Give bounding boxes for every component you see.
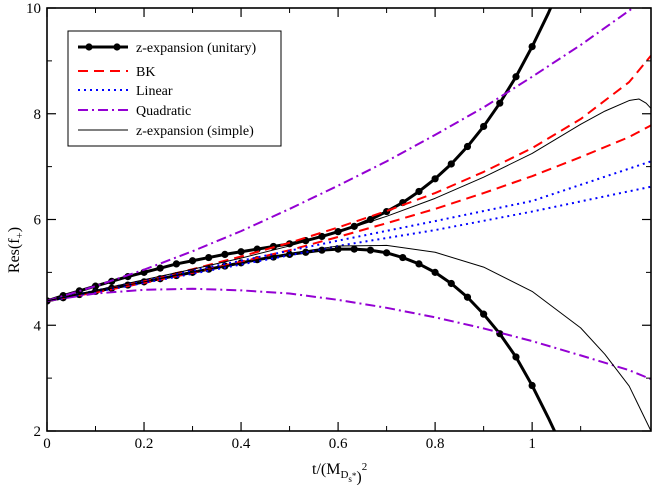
series-marker-1: [383, 249, 391, 257]
series-marker-0: [156, 264, 164, 272]
series-line-4: [47, 160, 651, 302]
series-marker-1: [415, 260, 423, 268]
y-tick-label: 8: [34, 107, 42, 123]
series-line-6: [47, 8, 635, 302]
legend-entry-quadratic: Quadratic: [78, 104, 191, 119]
series-line-8: [47, 98, 651, 302]
series-marker-0: [496, 99, 504, 107]
x-tick-label: 0.8: [426, 436, 445, 452]
series-marker-0: [237, 248, 245, 256]
legend-entry-bk: BK: [78, 65, 155, 80]
series-marker-1: [334, 245, 342, 253]
legend-marker-z-unitary: [85, 43, 93, 51]
series-line-1: [47, 247, 557, 431]
x-axis-title: t/(MDs*)2: [312, 461, 367, 485]
series-marker-0: [463, 142, 472, 151]
series-line-9: [47, 244, 651, 431]
series-marker-0: [528, 43, 536, 51]
legend-entry-z-simple: z-expansion (simple): [78, 124, 254, 139]
series-marker-1: [480, 310, 488, 318]
y-tick-label: 4: [34, 318, 42, 334]
legend-label-z-unitary: z-expansion (unitary): [136, 41, 256, 56]
series-line-5: [47, 185, 651, 302]
legend-label-quadratic: Quadratic: [136, 104, 191, 119]
x-tick-label: 0.6: [329, 436, 348, 452]
y-tick-label: 2: [34, 424, 42, 440]
x-tick-label: 0.2: [135, 436, 154, 452]
series-marker-0: [415, 187, 423, 196]
series-layer: [47, 8, 651, 431]
x-tick-label: 1: [528, 436, 536, 452]
legend-label-linear: Linear: [136, 84, 173, 99]
legend-label-z-simple: z-expansion (simple): [136, 124, 254, 139]
series-marker-0: [512, 73, 520, 81]
series-marker-0: [188, 257, 197, 265]
series-marker-1: [447, 279, 455, 288]
series-marker-0: [334, 228, 342, 236]
series-marker-0: [91, 282, 100, 290]
series-marker-0: [172, 260, 180, 268]
x-tick-label: 0: [43, 436, 51, 452]
series-marker-0: [447, 160, 455, 168]
y-axis-title: Res(f+): [6, 227, 26, 273]
series-line-7: [47, 287, 651, 381]
series-marker-1: [431, 268, 439, 276]
legend-label-bk: BK: [136, 65, 155, 80]
legend-entry-linear: Linear: [78, 84, 173, 99]
series-line-3: [47, 124, 651, 302]
series-marker-1: [399, 253, 407, 262]
series-marker-0: [140, 268, 148, 276]
series-marker-1: [366, 246, 375, 254]
series-marker-1: [463, 293, 472, 301]
series-marker-0: [480, 122, 488, 131]
series-marker-0: [431, 175, 439, 183]
series-marker-0: [205, 253, 213, 262]
series-marker-0: [221, 250, 229, 258]
ticks-layer: 0 0.2 0.4 0.6 0.8 1 2 4 6 8 10: [26, 1, 651, 452]
series-marker-1: [512, 353, 520, 361]
series-marker-1: [350, 245, 358, 253]
y-tick-label: 10: [26, 1, 41, 17]
series-marker-0: [350, 222, 358, 230]
legend-marker-z-unitary: [113, 43, 121, 51]
legend-box: [67, 30, 282, 147]
legend: z-expansion (unitary) BK Linear Quadrati…: [67, 30, 282, 147]
series-marker-1: [528, 381, 536, 390]
legend-entry-z-unitary: z-expansion (unitary): [78, 41, 256, 56]
y-tick-label: 6: [34, 213, 42, 229]
x-tick-label: 0.4: [232, 436, 251, 452]
series-line-2: [47, 54, 651, 302]
